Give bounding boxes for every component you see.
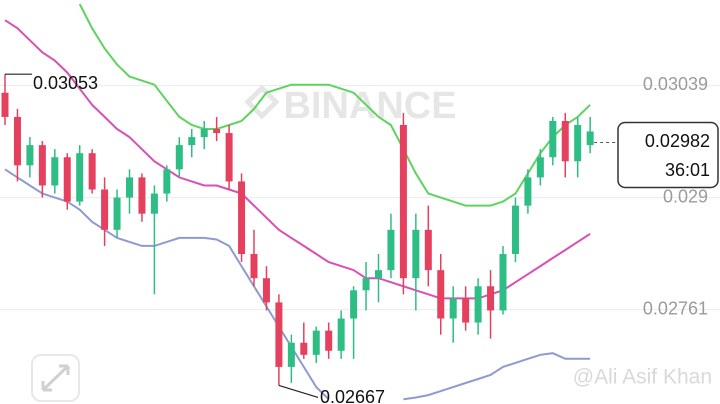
candle-body xyxy=(487,286,495,311)
candle-body xyxy=(250,254,258,279)
candle-body xyxy=(549,120,557,158)
candle-body xyxy=(200,129,208,138)
low-label: 0.02667 xyxy=(320,387,385,404)
credit-watermark: @Ali Asif Khan xyxy=(573,366,712,389)
candle-body xyxy=(150,193,158,214)
candle-body xyxy=(337,318,345,351)
candle-body xyxy=(536,157,544,178)
y-tick-label: 0.03039 xyxy=(643,74,708,94)
candle-body xyxy=(412,229,420,279)
candle-body xyxy=(213,129,221,134)
low-marker xyxy=(278,384,319,399)
candle-body xyxy=(325,330,333,351)
indicator-line xyxy=(4,168,591,401)
candle-body xyxy=(462,298,470,323)
candle-body xyxy=(88,153,96,190)
countdown: 36:01 xyxy=(665,160,710,180)
candle-body xyxy=(287,342,295,367)
indicator-lines xyxy=(4,3,591,401)
candle-body xyxy=(38,145,46,186)
grid-layer: 0.03039 0.029 0.02761 xyxy=(0,74,720,318)
candle-body xyxy=(312,330,320,355)
candle-body xyxy=(13,116,21,166)
candle-body xyxy=(437,270,445,319)
watermark-logo xyxy=(244,84,280,120)
expand-icon xyxy=(41,364,70,392)
candle-body xyxy=(163,169,171,194)
candle-body xyxy=(238,181,246,255)
candle-body xyxy=(574,124,582,162)
candle-body xyxy=(524,177,532,206)
candle-body xyxy=(262,278,270,303)
candle-body xyxy=(375,270,382,279)
candle-body xyxy=(350,290,358,319)
candle-body xyxy=(63,157,71,202)
y-tick-label: 0.029 xyxy=(663,186,708,206)
indicator-line xyxy=(78,3,591,207)
expand-button[interactable] xyxy=(31,354,80,402)
candle-body xyxy=(499,254,507,311)
annotations: 0.03053 0.02667 0.02982 36:01 xyxy=(5,73,719,404)
candle-body xyxy=(1,92,9,117)
candle-body xyxy=(275,302,283,367)
current-price: 0.02982 xyxy=(645,131,710,151)
candles xyxy=(1,74,594,386)
candle-body xyxy=(126,177,133,198)
candle-body xyxy=(175,145,183,170)
candle-body xyxy=(586,131,594,146)
candle-body xyxy=(449,298,457,319)
candle-body xyxy=(113,197,121,230)
candle-body xyxy=(101,189,109,230)
candle-body xyxy=(76,153,84,202)
y-tick-label: 0.02761 xyxy=(643,298,708,318)
candle-body xyxy=(561,120,569,162)
high-label: 0.03053 xyxy=(33,73,98,93)
watermark: BINANCE xyxy=(283,85,456,127)
candle-body xyxy=(26,145,34,166)
candle-body xyxy=(399,124,407,279)
candle-body xyxy=(300,342,308,355)
logo-diamond xyxy=(244,84,280,120)
candle-body xyxy=(424,229,432,271)
candle-body xyxy=(138,177,146,214)
candle-body xyxy=(474,286,482,323)
candle-body xyxy=(387,229,395,271)
price-box xyxy=(617,121,719,189)
candle-body xyxy=(511,205,519,255)
candle-body xyxy=(51,157,59,186)
candle-body xyxy=(225,133,233,182)
candle-body xyxy=(362,278,370,291)
candle-body xyxy=(188,137,196,146)
